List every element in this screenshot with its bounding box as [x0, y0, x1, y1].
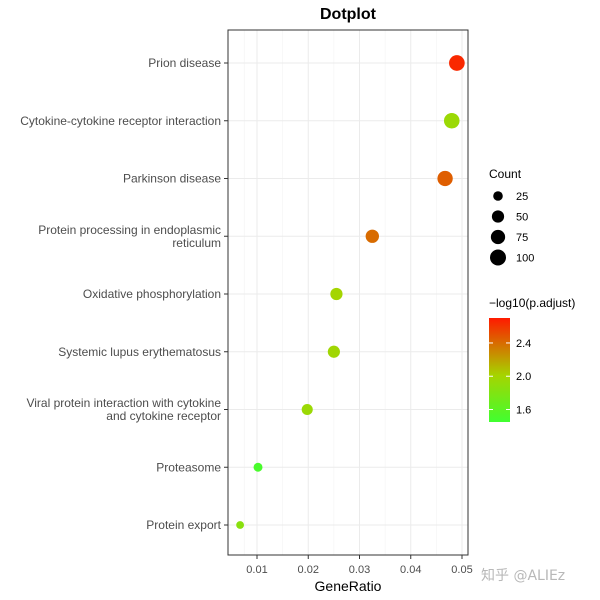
- size-legend-label: 25: [516, 191, 528, 203]
- dot-point: [443, 112, 460, 129]
- colorbar-tick-label: 1.6: [516, 405, 531, 417]
- color-legend-title: −log10(p.adjust): [489, 296, 575, 310]
- y-axis-labels: Prion disease Cytokine-cytokine receptor …: [20, 56, 228, 532]
- y-tick-label: Viral protein interaction with cytokine a…: [26, 396, 221, 423]
- colorbar: [489, 318, 510, 422]
- size-legend-dot: [490, 229, 506, 245]
- dot-point: [327, 345, 340, 358]
- grid-lines: [228, 30, 468, 555]
- dot-point: [365, 229, 379, 243]
- colorbar-tick-label: 2.0: [516, 371, 531, 383]
- size-legend-label: 50: [516, 212, 528, 224]
- dot-point: [330, 287, 343, 301]
- size-legend-dot: [493, 191, 503, 201]
- y-tick-label: Cytokine-cytokine receptor interaction: [20, 114, 221, 128]
- y-tick-label: Protein export: [146, 518, 221, 532]
- x-tick-label: 0.02: [298, 564, 319, 576]
- plot-panel-border: [227, 29, 469, 556]
- x-tick-label: 0.04: [400, 564, 421, 576]
- dot-point: [236, 521, 244, 529]
- dot-point: [253, 462, 263, 472]
- colorbar-tick-label: 2.4: [516, 338, 531, 350]
- chart-title: Dotplot: [320, 6, 377, 23]
- color-legend: −log10(p.adjust) 1.6 2.0 2.4: [489, 296, 575, 422]
- watermark-text: 知乎 @ALIEz: [481, 568, 566, 584]
- size-legend-dot: [491, 210, 505, 223]
- size-legend-label: 75: [516, 232, 528, 244]
- x-axis-ticks: 0.01 0.02 0.03 0.04 0.05: [246, 555, 473, 576]
- size-legend-dot: [490, 249, 506, 266]
- x-axis-title: GeneRatio: [315, 578, 382, 594]
- dot-point: [437, 170, 453, 187]
- data-points: [236, 55, 465, 529]
- y-tick-label: Protein processing in endoplasmic reticul…: [38, 223, 221, 250]
- size-legend-title: Count: [489, 167, 522, 181]
- dot-point: [301, 403, 313, 416]
- y-tick-label: Systemic lupus erythematosus: [58, 345, 221, 359]
- size-legend: Count 25 50 75 100: [489, 167, 534, 266]
- y-tick-label: Oxidative phosphorylation: [83, 287, 221, 301]
- size-legend-label: 100: [516, 253, 534, 265]
- y-tick-label: Prion disease: [148, 56, 221, 70]
- x-tick-label: 0.01: [246, 564, 267, 576]
- y-tick-label: Parkinson disease: [123, 172, 221, 186]
- y-tick-label: Proteasome: [156, 460, 221, 474]
- x-tick-label: 0.03: [349, 564, 370, 576]
- dot-point: [449, 55, 465, 71]
- x-tick-label: 0.05: [451, 564, 472, 576]
